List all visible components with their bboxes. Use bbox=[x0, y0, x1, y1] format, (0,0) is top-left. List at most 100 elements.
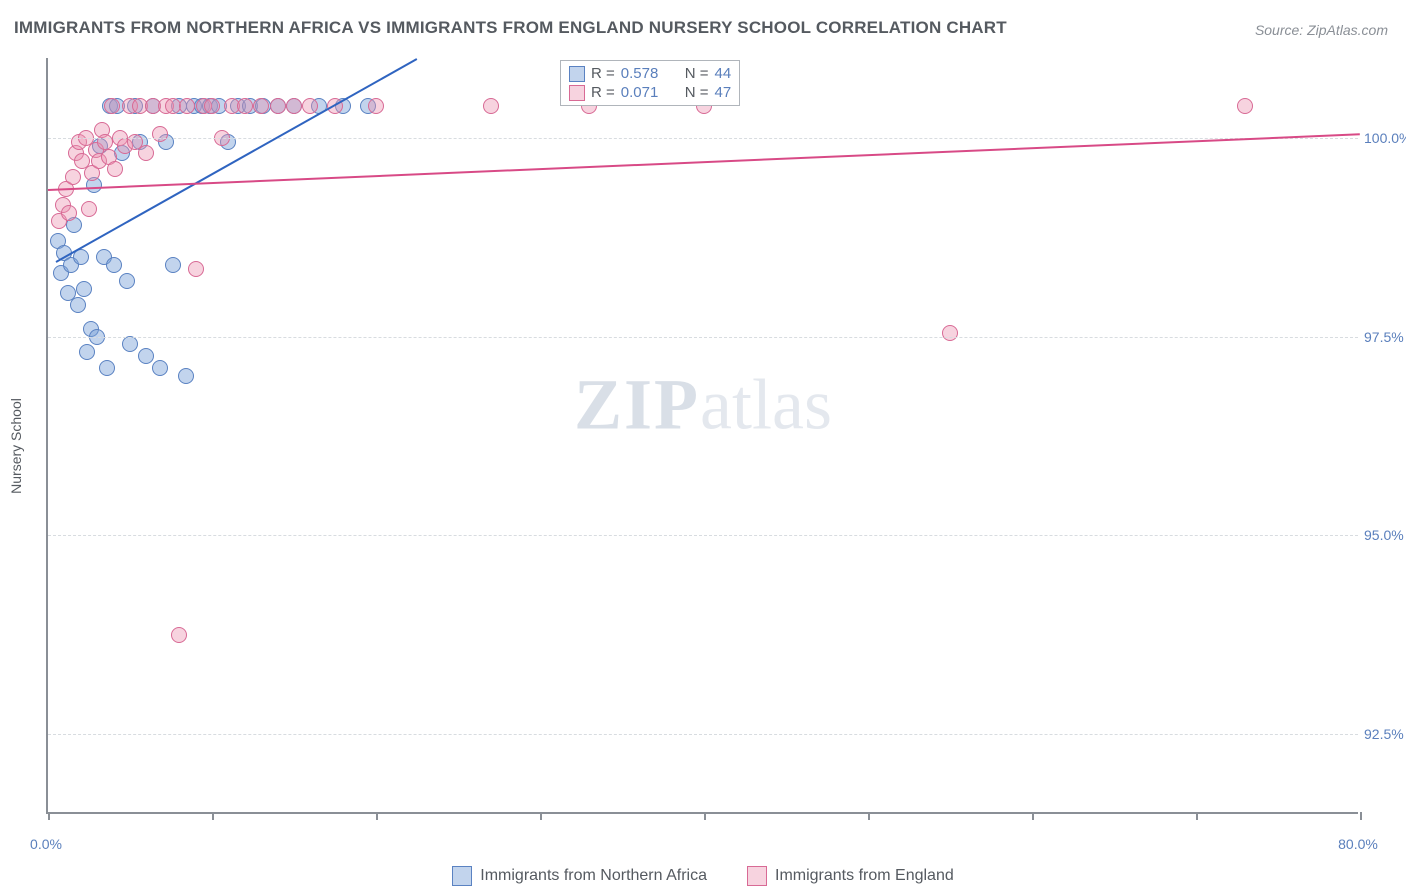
xtick-label: 80.0% bbox=[1338, 836, 1378, 852]
scatter-point-northern_africa bbox=[360, 98, 376, 114]
xtick bbox=[376, 812, 378, 820]
stats-n-value: 44 bbox=[715, 65, 732, 82]
scatter-point-northern_africa bbox=[99, 360, 115, 376]
xtick bbox=[540, 812, 542, 820]
gridline bbox=[48, 535, 1358, 536]
scatter-point-england bbox=[55, 197, 71, 213]
scatter-point-england bbox=[188, 261, 204, 277]
stats-row-northern_africa: R =0.578N =44 bbox=[569, 65, 731, 82]
scatter-point-northern_africa bbox=[202, 98, 218, 114]
scatter-point-england bbox=[71, 134, 87, 150]
scatter-point-northern_africa bbox=[165, 257, 181, 273]
scatter-point-northern_africa bbox=[286, 98, 302, 114]
scatter-point-northern_africa bbox=[86, 177, 102, 193]
scatter-point-northern_africa bbox=[109, 98, 125, 114]
plot-area: ZIPatlas R =0.578N =44R =0.071N =47 92.5… bbox=[46, 58, 1358, 814]
stats-n-value: 47 bbox=[715, 84, 732, 101]
xtick bbox=[1196, 812, 1198, 820]
scatter-point-northern_africa bbox=[50, 233, 66, 249]
scatter-point-northern_africa bbox=[270, 98, 286, 114]
xtick bbox=[868, 812, 870, 820]
watermark-text-1: ZIP bbox=[574, 364, 700, 444]
scatter-point-northern_africa bbox=[92, 138, 108, 154]
stats-n-label: N = bbox=[685, 65, 709, 82]
scatter-point-england bbox=[117, 138, 133, 154]
scatter-point-northern_africa bbox=[96, 249, 112, 265]
legend-swatch-icon bbox=[452, 866, 472, 886]
xtick bbox=[48, 812, 50, 820]
ytick-label: 97.5% bbox=[1364, 329, 1406, 345]
source-attribution: Source: ZipAtlas.com bbox=[1255, 22, 1388, 38]
scatter-point-northern_africa bbox=[70, 297, 86, 313]
legend-bottom: Immigrants from Northern Africa Immigrant… bbox=[0, 866, 1406, 886]
trend-line-northern_africa bbox=[56, 58, 418, 263]
scatter-point-england bbox=[81, 201, 97, 217]
gridline bbox=[48, 337, 1358, 338]
scatter-point-england bbox=[224, 98, 240, 114]
scatter-point-england bbox=[253, 98, 269, 114]
ytick-label: 100.0% bbox=[1364, 130, 1406, 146]
stats-row-england: R =0.071N =47 bbox=[569, 84, 731, 101]
scatter-point-england bbox=[122, 98, 138, 114]
scatter-point-northern_africa bbox=[242, 98, 258, 114]
scatter-point-northern_africa bbox=[114, 145, 130, 161]
scatter-point-northern_africa bbox=[186, 98, 202, 114]
swatch-icon bbox=[569, 66, 585, 82]
scatter-point-england bbox=[942, 325, 958, 341]
scatter-point-northern_africa bbox=[230, 98, 246, 114]
ytick-label: 95.0% bbox=[1364, 527, 1406, 543]
xtick bbox=[1032, 812, 1034, 820]
scatter-point-england bbox=[145, 98, 161, 114]
scatter-point-england bbox=[94, 122, 110, 138]
scatter-point-northern_africa bbox=[122, 336, 138, 352]
scatter-point-northern_africa bbox=[194, 98, 210, 114]
scatter-point-england bbox=[127, 134, 143, 150]
gridline bbox=[48, 734, 1358, 735]
scatter-point-england bbox=[196, 98, 212, 114]
scatter-point-northern_africa bbox=[152, 360, 168, 376]
scatter-point-england bbox=[91, 153, 107, 169]
chart-title: IMMIGRANTS FROM NORTHERN AFRICA VS IMMIG… bbox=[14, 18, 1007, 38]
legend-swatch-icon bbox=[747, 866, 767, 886]
scatter-point-england bbox=[483, 98, 499, 114]
scatter-point-northern_africa bbox=[53, 265, 69, 281]
scatter-point-northern_africa bbox=[76, 281, 92, 297]
legend-label: Immigrants from England bbox=[775, 867, 954, 885]
ytick-label: 92.5% bbox=[1364, 726, 1406, 742]
stats-r-label: R = bbox=[591, 65, 615, 82]
scatter-point-northern_africa bbox=[83, 321, 99, 337]
legend-item-england: Immigrants from England bbox=[747, 866, 954, 886]
scatter-point-northern_africa bbox=[63, 257, 79, 273]
scatter-point-england bbox=[286, 98, 302, 114]
gridline bbox=[48, 138, 1358, 139]
scatter-point-northern_africa bbox=[171, 98, 187, 114]
scatter-point-england bbox=[101, 149, 117, 165]
scatter-point-england bbox=[204, 98, 220, 114]
scatter-point-northern_africa bbox=[255, 98, 271, 114]
scatter-point-england bbox=[65, 169, 81, 185]
scatter-point-england bbox=[237, 98, 253, 114]
scatter-point-england bbox=[132, 98, 148, 114]
scatter-point-england bbox=[158, 98, 174, 114]
scatter-point-england bbox=[138, 145, 154, 161]
scatter-point-england bbox=[51, 213, 67, 229]
scatter-point-england bbox=[368, 98, 384, 114]
watermark-text-2: atlas bbox=[700, 364, 832, 444]
scatter-point-england bbox=[104, 98, 120, 114]
xtick bbox=[212, 812, 214, 820]
scatter-point-england bbox=[84, 165, 100, 181]
scatter-point-northern_africa bbox=[211, 98, 227, 114]
scatter-point-northern_africa bbox=[60, 285, 76, 301]
scatter-point-england bbox=[107, 161, 123, 177]
trend-line-england bbox=[48, 134, 1360, 192]
scatter-point-northern_africa bbox=[145, 98, 161, 114]
stats-r-value: 0.071 bbox=[621, 84, 669, 101]
scatter-point-england bbox=[152, 126, 168, 142]
scatter-point-northern_africa bbox=[132, 134, 148, 150]
scatter-point-northern_africa bbox=[158, 134, 174, 150]
scatter-point-england bbox=[1237, 98, 1253, 114]
scatter-point-northern_africa bbox=[220, 134, 236, 150]
legend-label: Immigrants from Northern Africa bbox=[480, 867, 707, 885]
scatter-point-england bbox=[270, 98, 286, 114]
stats-n-label: N = bbox=[685, 84, 709, 101]
